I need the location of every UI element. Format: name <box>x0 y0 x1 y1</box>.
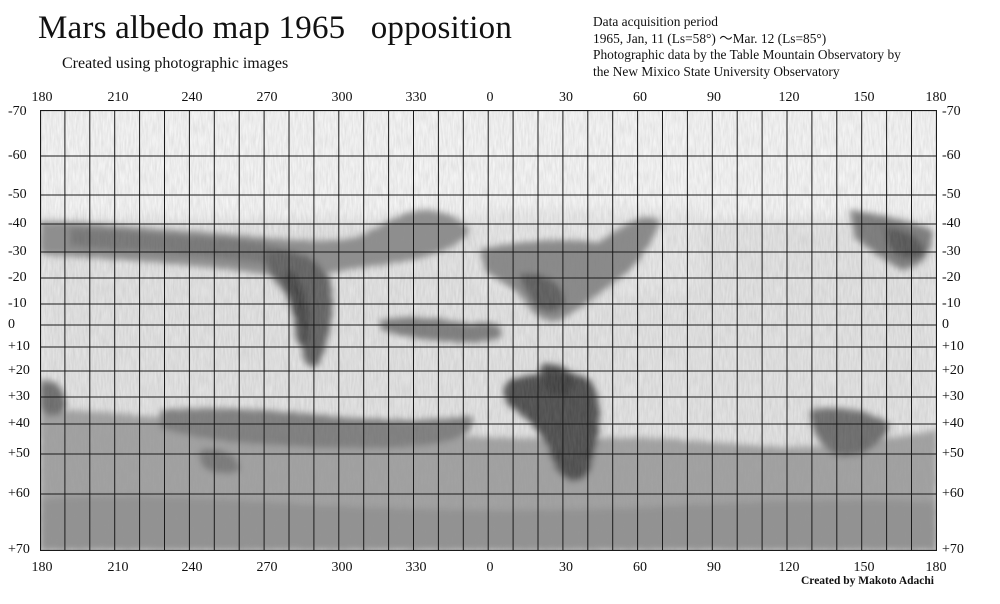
lat-right-label: -30 <box>942 244 961 259</box>
lat-left-label: -30 <box>8 244 27 259</box>
lon-bottom-label: 0 <box>486 560 494 575</box>
lat-left-label: +60 <box>8 486 30 501</box>
lat-left-label: -40 <box>8 216 27 231</box>
lon-bottom-label: 180 <box>925 560 947 575</box>
data-info-block: Data acquisition period 1965, Jan, 11 (L… <box>593 14 901 80</box>
lat-left-label: 0 <box>8 317 15 332</box>
lat-left-label: -10 <box>8 296 27 311</box>
lat-left-label: +50 <box>8 446 30 461</box>
lat-left-label: +40 <box>8 416 30 431</box>
lat-right-label: -20 <box>942 270 961 285</box>
lat-left-label: +30 <box>8 389 30 404</box>
lon-top-label: 180 <box>31 90 53 105</box>
lon-bottom-label: 120 <box>778 560 800 575</box>
lat-left-label: +10 <box>8 339 30 354</box>
lon-bottom-label: 60 <box>633 560 647 575</box>
lat-right-label: -70 <box>942 104 961 119</box>
lon-top-label: 90 <box>707 90 721 105</box>
lat-left-label: -70 <box>8 104 27 119</box>
lon-top-label: 240 <box>181 90 203 105</box>
mars-albedo-map <box>40 110 937 551</box>
lon-bottom-label: 240 <box>181 560 203 575</box>
lon-bottom-label: 30 <box>559 560 573 575</box>
lat-left-label: +20 <box>8 363 30 378</box>
lon-bottom-label: 180 <box>31 560 53 575</box>
lon-bottom-label: 270 <box>256 560 278 575</box>
lon-top-label: 300 <box>331 90 353 105</box>
lon-bottom-label: 330 <box>405 560 427 575</box>
coordinate-grid <box>40 110 937 551</box>
lat-right-label: +20 <box>942 363 964 378</box>
observatory-line-1: Photographic data by the Table Mountain … <box>593 47 901 62</box>
map-border <box>40 110 937 551</box>
lon-top-label: 120 <box>778 90 800 105</box>
acquisition-dates: 1965, Jan, 11 (Ls=58°) ～Mar. 12 (Ls=85°) <box>593 30 827 46</box>
lon-bottom-label: 150 <box>853 560 875 575</box>
lat-left-label: -50 <box>8 187 27 202</box>
lon-top-label: 150 <box>853 90 875 105</box>
lon-top-label: 60 <box>633 90 647 105</box>
lat-right-label: +60 <box>942 486 964 501</box>
lon-bottom-label: 90 <box>707 560 721 575</box>
lat-left-label: -20 <box>8 270 27 285</box>
lon-top-label: 180 <box>925 90 947 105</box>
map-subtitle: Created using photographic images <box>62 55 289 72</box>
lon-top-label: 270 <box>256 90 278 105</box>
lat-right-label: +10 <box>942 339 964 354</box>
author-credit: Created by Makoto Adachi <box>801 575 934 587</box>
albedo-map-svg <box>40 110 937 551</box>
lat-right-label: 0 <box>942 317 949 332</box>
lon-top-label: 330 <box>405 90 427 105</box>
lat-right-label: +30 <box>942 389 964 404</box>
lat-right-label: -50 <box>942 187 961 202</box>
acquisition-label: Data acquisition period <box>593 14 718 29</box>
lon-top-label: 30 <box>559 90 573 105</box>
map-title: Mars albedo map 1965 opposition <box>38 10 513 46</box>
lat-right-label: -40 <box>942 216 961 231</box>
lon-bottom-label: 210 <box>107 560 129 575</box>
lat-right-label: +40 <box>942 416 964 431</box>
lon-bottom-label: 300 <box>331 560 353 575</box>
lat-right-label: +50 <box>942 446 964 461</box>
lat-right-label: +70 <box>942 542 964 557</box>
lat-right-label: -10 <box>942 296 961 311</box>
lat-right-label: -60 <box>942 148 961 163</box>
lon-top-label: 210 <box>107 90 129 105</box>
lat-left-label: +70 <box>8 542 30 557</box>
observatory-line-2: the New Mixico State University Observat… <box>593 63 840 79</box>
lon-top-label: 0 <box>486 90 494 105</box>
lat-left-label: -60 <box>8 148 27 163</box>
